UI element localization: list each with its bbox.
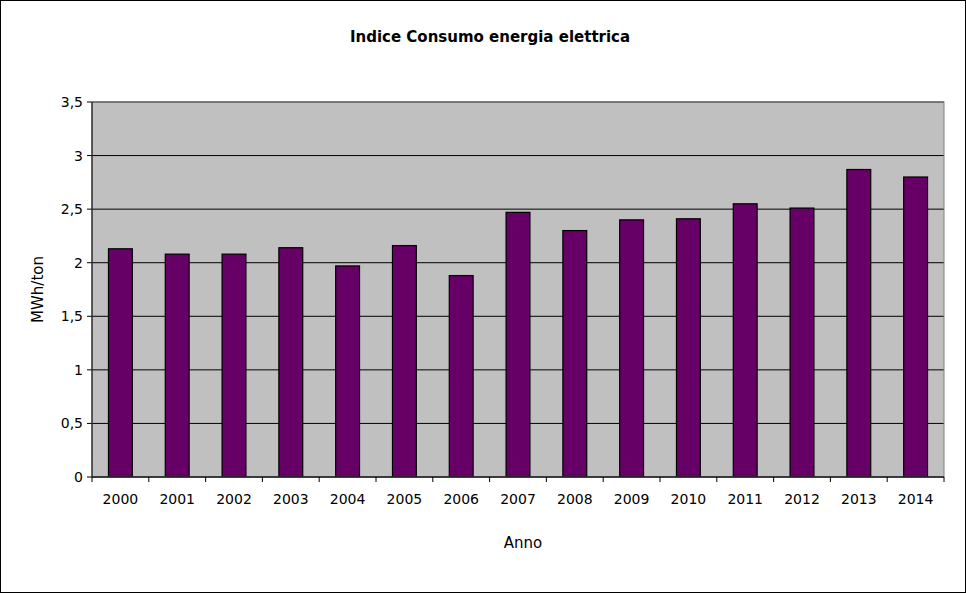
x-tick-label: 2006 xyxy=(443,491,479,507)
x-tick-label: 2009 xyxy=(614,491,650,507)
plot-background xyxy=(92,102,944,477)
bar xyxy=(165,254,189,477)
x-tick-label: 2003 xyxy=(273,491,309,507)
y-tick-label: 0 xyxy=(74,469,83,485)
x-tick xyxy=(205,477,206,482)
x-tick-label: 2007 xyxy=(500,491,536,507)
bar xyxy=(506,212,530,477)
x-axis-label: Anno xyxy=(504,534,542,552)
x-tick xyxy=(92,477,93,482)
bar xyxy=(279,248,303,477)
outer-frame xyxy=(1,1,966,593)
y-tick-label: 2 xyxy=(74,255,83,271)
x-tick xyxy=(603,477,604,482)
y-tick-label: 2,5 xyxy=(61,201,83,217)
y-tick-label: 3,5 xyxy=(61,94,83,110)
bar xyxy=(392,246,416,477)
y-tick xyxy=(87,262,92,263)
y-tick xyxy=(87,102,92,103)
x-tick xyxy=(376,477,377,482)
y-tick-label: 1 xyxy=(74,362,83,378)
grid-line xyxy=(92,477,944,478)
x-tick-label: 2012 xyxy=(784,491,820,507)
x-tick-label: 2004 xyxy=(330,491,366,507)
y-tick xyxy=(87,477,92,478)
bar xyxy=(563,231,587,477)
x-tick xyxy=(773,477,774,482)
x-tick-label: 2008 xyxy=(557,491,593,507)
grid-line xyxy=(92,155,944,156)
x-tick-label: 2005 xyxy=(387,491,423,507)
y-tick-label: 1,5 xyxy=(61,308,83,324)
x-tick-label: 2000 xyxy=(103,491,139,507)
bar xyxy=(336,266,360,477)
bar xyxy=(108,249,132,477)
x-tick xyxy=(262,477,263,482)
grid-line xyxy=(92,209,944,210)
chart-title: Indice Consumo energia elettrica xyxy=(350,28,630,46)
x-tick xyxy=(944,477,945,482)
y-tick xyxy=(87,316,92,317)
x-tick-label: 2001 xyxy=(159,491,195,507)
y-tick xyxy=(87,155,92,156)
y-tick xyxy=(87,369,92,370)
x-tick xyxy=(546,477,547,482)
x-tick xyxy=(887,477,888,482)
x-tick-label: 2013 xyxy=(841,491,877,507)
bar xyxy=(904,177,928,477)
y-tick xyxy=(87,423,92,424)
x-tick xyxy=(660,477,661,482)
bar xyxy=(676,219,700,477)
bar xyxy=(222,254,246,477)
bar xyxy=(733,204,757,477)
bar xyxy=(449,276,473,477)
x-tick xyxy=(830,477,831,482)
chart-container: 0 0,5 1 1,5 2 2,5 3 3,5 2000 2001 2002 2003 2004 2005… xyxy=(0,0,966,593)
x-axis xyxy=(92,477,944,478)
x-tick xyxy=(489,477,490,482)
x-tick-label: 2002 xyxy=(216,491,252,507)
y-tick-label: 0,5 xyxy=(61,415,83,431)
chart-svg: 0 0,5 1 1,5 2 2,5 3 3,5 2000 2001 2002 2003 2004 2005… xyxy=(0,0,966,593)
plot-frame xyxy=(92,102,944,477)
x-tick xyxy=(432,477,433,482)
bar xyxy=(620,220,644,477)
y-axis xyxy=(92,102,93,477)
x-tick-label: 2010 xyxy=(671,491,707,507)
bar xyxy=(847,170,871,478)
x-tick-label: 2014 xyxy=(898,491,934,507)
y-tick-label: 3 xyxy=(74,148,83,164)
x-tick xyxy=(716,477,717,482)
x-tick xyxy=(319,477,320,482)
bars xyxy=(108,170,927,478)
bar xyxy=(790,208,814,477)
y-axis-label: MWh/ton xyxy=(29,256,47,323)
x-tick xyxy=(148,477,149,482)
y-tick xyxy=(87,209,92,210)
x-tick-label: 2011 xyxy=(727,491,763,507)
